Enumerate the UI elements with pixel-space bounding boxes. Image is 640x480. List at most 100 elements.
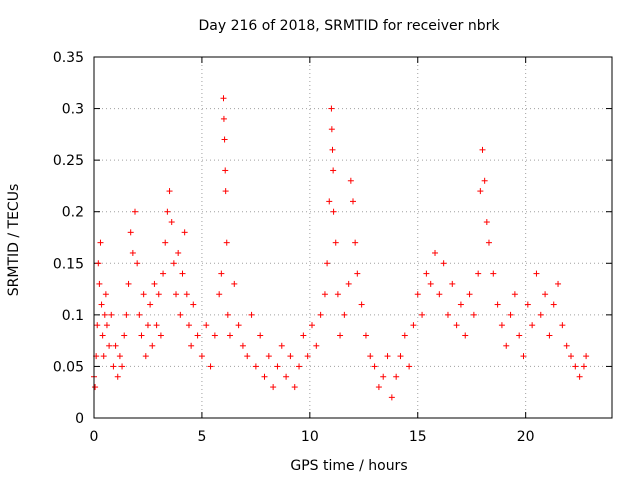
data-point [99, 332, 106, 339]
data-point [216, 291, 223, 298]
data-point [183, 291, 190, 298]
plot-frame [93, 56, 613, 419]
data-point [198, 353, 205, 360]
y-axis-label: SRMTID / TECUs [6, 184, 22, 297]
data-point [367, 353, 374, 360]
data-point [401, 332, 408, 339]
data-point [144, 322, 151, 329]
data-point [125, 280, 132, 287]
data-point [308, 322, 315, 329]
data-point [511, 291, 518, 298]
data-point [362, 332, 369, 339]
x-tick-label: 5 [197, 429, 206, 445]
data-point [324, 260, 331, 267]
data-point [181, 229, 188, 236]
data-point [436, 291, 443, 298]
data-point [101, 311, 108, 318]
data-point [160, 270, 167, 277]
data-point [313, 342, 320, 349]
x-tick-label: 0 [90, 429, 99, 445]
data-point [194, 332, 201, 339]
data-point [345, 280, 352, 287]
data-point [300, 332, 307, 339]
data-point [330, 167, 337, 174]
data-point [136, 311, 143, 318]
y-tick-label: 0.2 [62, 205, 84, 221]
data-point [494, 301, 501, 308]
data-point [380, 373, 387, 380]
data-point [226, 332, 233, 339]
data-point [252, 363, 259, 370]
data-point [444, 311, 451, 318]
data-point [162, 239, 169, 246]
x-axis-label: GPS time / hours [290, 458, 407, 474]
data-point [221, 136, 228, 143]
data-point [239, 342, 246, 349]
data-point [170, 260, 177, 267]
data-point [100, 353, 107, 360]
data-point [220, 115, 227, 122]
data-point [397, 353, 404, 360]
data-point [477, 188, 484, 195]
data-point [153, 322, 160, 329]
data-point [203, 322, 210, 329]
data-point [481, 177, 488, 184]
y-tick-label: 0.3 [62, 102, 84, 118]
data-point [173, 291, 180, 298]
data-point [576, 373, 583, 380]
data-point [185, 322, 192, 329]
data-point [108, 311, 115, 318]
data-point [533, 270, 540, 277]
data-point [483, 219, 490, 226]
data-point [341, 311, 348, 318]
chart-title: Day 216 of 2018, SRMTID for receiver nbr… [198, 18, 500, 34]
data-point [555, 280, 562, 287]
data-point [334, 291, 341, 298]
data-point [112, 342, 119, 349]
data-point [479, 146, 486, 153]
data-point [419, 311, 426, 318]
y-tick-label: 0.15 [53, 256, 84, 272]
data-point [432, 249, 439, 256]
data-point [265, 353, 272, 360]
data-point [453, 322, 460, 329]
data-point [375, 384, 382, 391]
data-point [223, 239, 230, 246]
data-point [231, 280, 238, 287]
x-tick-label: 15 [409, 429, 427, 445]
data-point [470, 311, 477, 318]
data-point [94, 322, 101, 329]
data-point [168, 219, 175, 226]
data-point [321, 291, 328, 298]
data-point [393, 373, 400, 380]
data-point [457, 301, 464, 308]
data-point [97, 239, 104, 246]
data-point [155, 291, 162, 298]
data-point [106, 342, 113, 349]
data-point [164, 208, 171, 215]
data-point [274, 363, 281, 370]
data-point [507, 311, 514, 318]
data-point [211, 332, 218, 339]
data-point [567, 353, 574, 360]
data-point [440, 260, 447, 267]
data-point [244, 353, 251, 360]
data-point [119, 363, 126, 370]
data-points [91, 95, 590, 401]
data-point [326, 198, 333, 205]
data-point [138, 332, 145, 339]
y-tick-label: 0.05 [53, 359, 84, 375]
y-tick-label: 0.1 [62, 308, 84, 324]
data-point [114, 373, 121, 380]
data-point [580, 363, 587, 370]
axis-ticks: 0 0.05 0.1 0.15 0.2 0.25 0.3 0.35 0 5 10 15 20 [53, 50, 612, 445]
data-point [503, 342, 510, 349]
data-point [218, 270, 225, 277]
data-point [520, 353, 527, 360]
data-point [129, 249, 136, 256]
data-point [248, 311, 255, 318]
data-point [317, 311, 324, 318]
data-point [328, 105, 335, 112]
data-point [177, 311, 184, 318]
